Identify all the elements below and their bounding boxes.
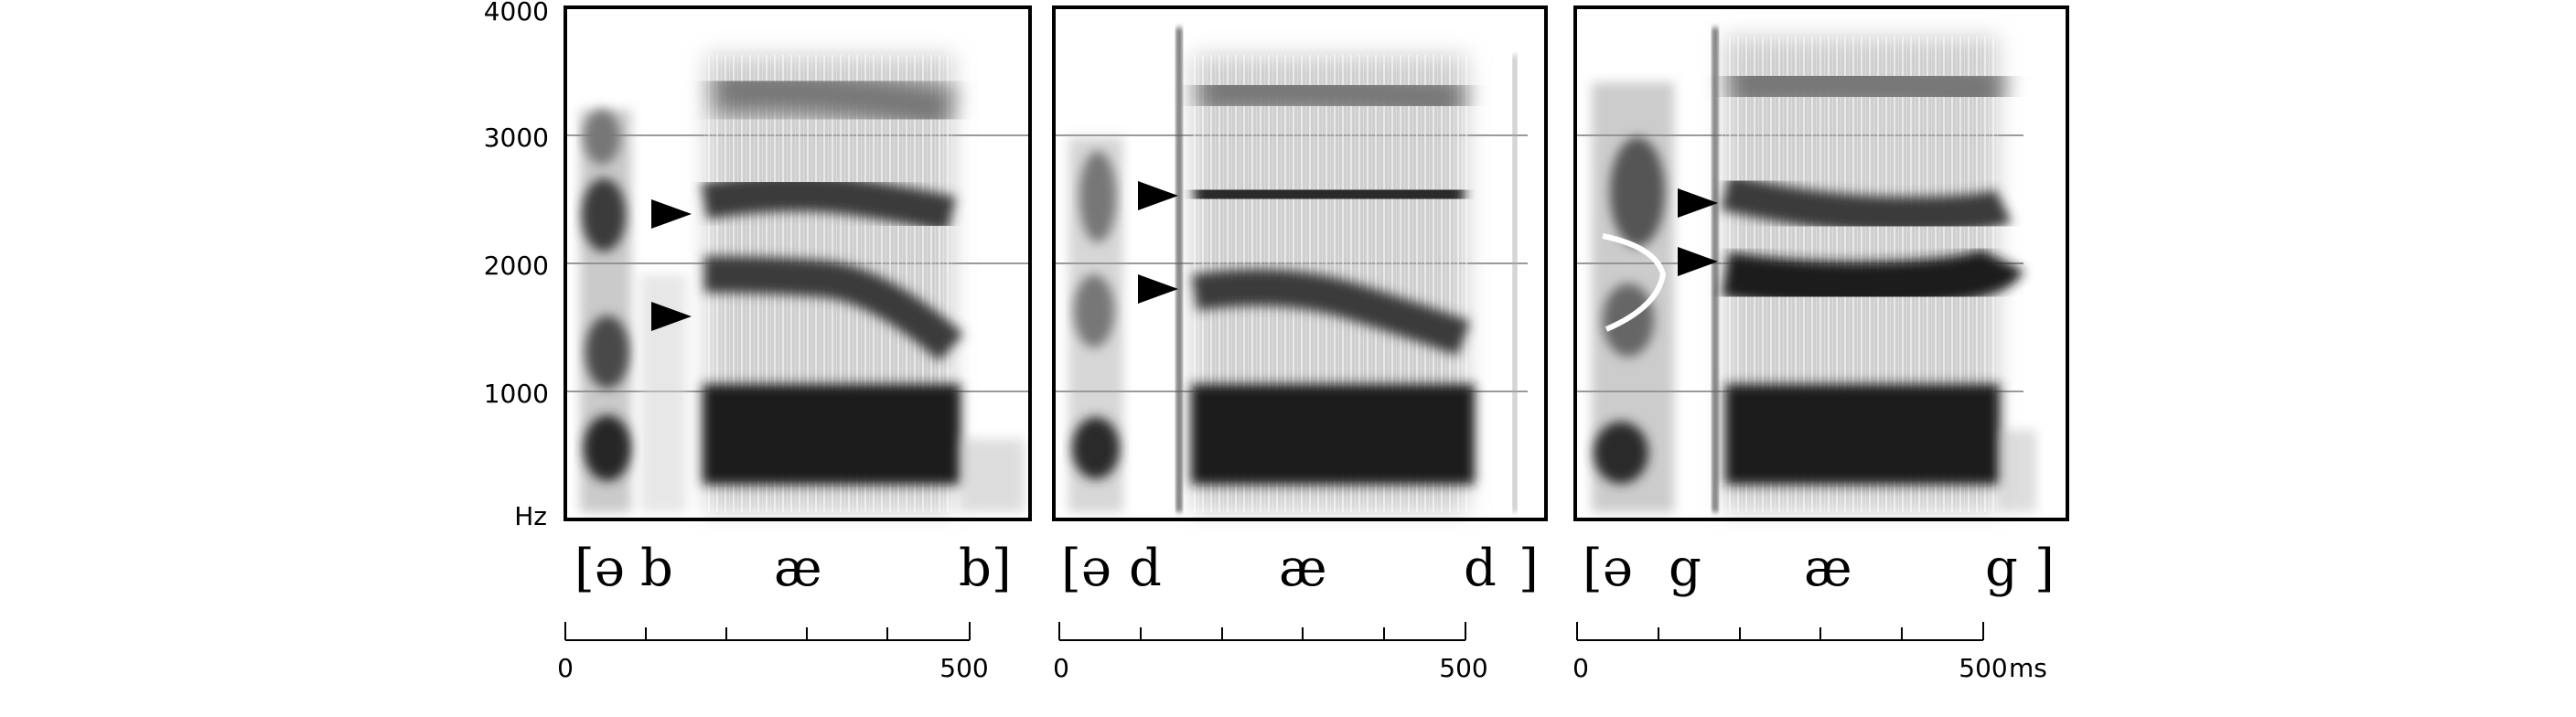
time-tick-500: 500 [1439, 653, 1487, 683]
release-burst [1176, 27, 1182, 512]
panel-frame [1052, 5, 1548, 521]
vowel-formants [701, 55, 964, 512]
time-tick-0: 0 [1053, 653, 1069, 683]
time-axis-gag: 0 500 ms [1572, 622, 2047, 683]
segment-label: æ [1804, 539, 1852, 598]
y-tick-3000: 3000 [484, 123, 549, 153]
vowel-formants [1721, 37, 2024, 512]
transcription-row-gag: [ə g æ g ] [1583, 539, 2055, 598]
vowel-formants [1191, 55, 1475, 512]
segment-label: æ [774, 539, 822, 598]
segment-label: g [1669, 539, 1701, 598]
segment-label: b [640, 539, 673, 598]
segment-label: [ə [574, 539, 625, 598]
panel-frame [564, 5, 1032, 521]
time-tick-500: 500 [939, 653, 988, 683]
segment-label: d [1464, 539, 1497, 598]
y-tick-1000: 1000 [484, 379, 549, 409]
time-tick-0: 0 [557, 653, 574, 683]
segment-label: b] [959, 539, 1012, 598]
y-tick-2000: 2000 [484, 251, 549, 281]
velar-pinch-curve [1602, 233, 1667, 332]
arrow-icon [1678, 188, 1718, 218]
transcription-row-bab: [ə b æ b] [574, 539, 1012, 598]
schwa-formants [580, 110, 631, 512]
segment-label: ] [2034, 539, 2055, 598]
transcription-row-dad: [ə d æ d ] [1061, 539, 1539, 598]
spectrogram-panel-gag [1573, 5, 2069, 521]
time-tick-0: 0 [1572, 653, 1589, 683]
y-unit-label: Hz [514, 501, 547, 531]
arrow-icon [1678, 247, 1718, 276]
segment-label: [ə [1061, 539, 1111, 598]
schwa-formants [1068, 137, 1123, 512]
segment-label: [ə [1583, 539, 1633, 598]
schwa-formants [1592, 82, 1674, 512]
segment-label: g [1985, 539, 2018, 598]
spectrogram-panel-dad [1052, 5, 1548, 521]
arrow-icon [1138, 274, 1178, 304]
segment-label: æ [1279, 539, 1327, 598]
arrow-icon [651, 199, 692, 229]
y-tick-4000: 4000 [484, 0, 549, 27]
segment-label: d [1129, 539, 1162, 598]
spectrogram-panel-bab [564, 5, 1032, 521]
time-axis-dad: 0 500 [1053, 622, 1488, 683]
time-unit-label: ms [2009, 653, 2047, 683]
segment-label: ] [1519, 539, 1539, 598]
time-axis-bab: 0 500 [557, 622, 989, 683]
time-tick-500: 500 [1959, 653, 2007, 683]
arrow-icon [651, 302, 692, 331]
release-burst [1712, 27, 1718, 512]
y-axis: 4000 3000 2000 1000 Hz [484, 0, 549, 531]
arrow-icon [1138, 181, 1178, 210]
panel-frame [1573, 5, 2069, 521]
